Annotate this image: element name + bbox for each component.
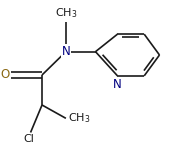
Text: Cl: Cl [23,134,34,144]
Text: CH$_3$: CH$_3$ [68,111,90,125]
Text: O: O [0,69,10,81]
Text: N: N [62,45,70,58]
Text: N: N [113,78,122,90]
Text: CH$_3$: CH$_3$ [55,6,77,20]
